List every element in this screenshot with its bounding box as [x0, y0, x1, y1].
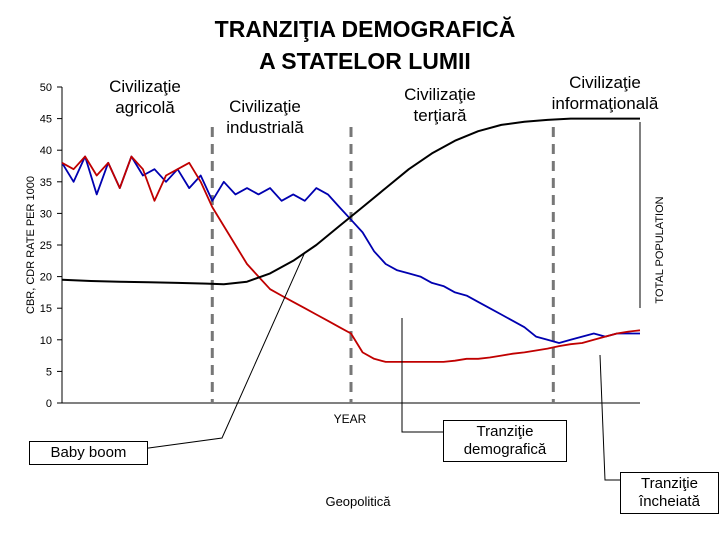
series-line-population [61, 117, 640, 286]
series-line-cbr [61, 155, 641, 363]
era-dividers [210, 127, 555, 403]
y-tick-label-8: 40 [40, 145, 52, 157]
y-tick-label-4: 20 [40, 272, 52, 284]
x-axis-label: YEAR [334, 412, 367, 426]
axes [57, 86, 641, 404]
series-lines [61, 117, 641, 363]
era-label-tertiary: Civilizaţie terţiară [404, 85, 476, 125]
y-tick-label-5: 25 [40, 240, 52, 252]
y-tick-label-1: 5 [46, 366, 52, 378]
era-label-informational: Civilizaţie informaţională [551, 73, 659, 113]
y-tick-label-7: 35 [40, 177, 52, 189]
transition-label: Tranziţie demografică [443, 420, 567, 462]
chart-title-line-1: TRANZIŢIA DEMOGRAFICĂ [214, 16, 516, 42]
y-tick-label-9: 45 [40, 114, 52, 126]
series-line-cdr [61, 155, 640, 344]
y-axis-label: CBR, CDR RATE PER 1000 [25, 176, 37, 314]
y-tick-label-10: 50 [40, 82, 52, 94]
y2-axis-label: TOTAL POPULATION [654, 196, 666, 303]
annotation-leaders [133, 251, 620, 481]
axis-labels: 0 5 10 15 20 25 30 35 40 45 50 CBR, CDR RATE PER 10… [25, 82, 666, 426]
transition-done-leader [599, 354, 620, 481]
transition-leader [401, 318, 443, 433]
footer-label: Geopolitică [325, 494, 391, 509]
era-label-industrial: Civilizaţie industrială [226, 97, 304, 137]
baby-boom-leader [133, 251, 306, 451]
chart-title-line-2: A STATELOR LUMII [259, 48, 471, 74]
transition-done-label: Tranziţie încheiată [620, 472, 719, 514]
y-tick-label-6: 30 [40, 208, 52, 220]
y-tick-label-0: 0 [46, 398, 52, 410]
era-label-agricultural: Civilizaţie agricolă [109, 77, 181, 117]
y-tick-label-3: 15 [40, 303, 52, 315]
baby-boom-label: Baby boom [29, 441, 148, 465]
y-tick-label-2: 10 [40, 335, 52, 347]
